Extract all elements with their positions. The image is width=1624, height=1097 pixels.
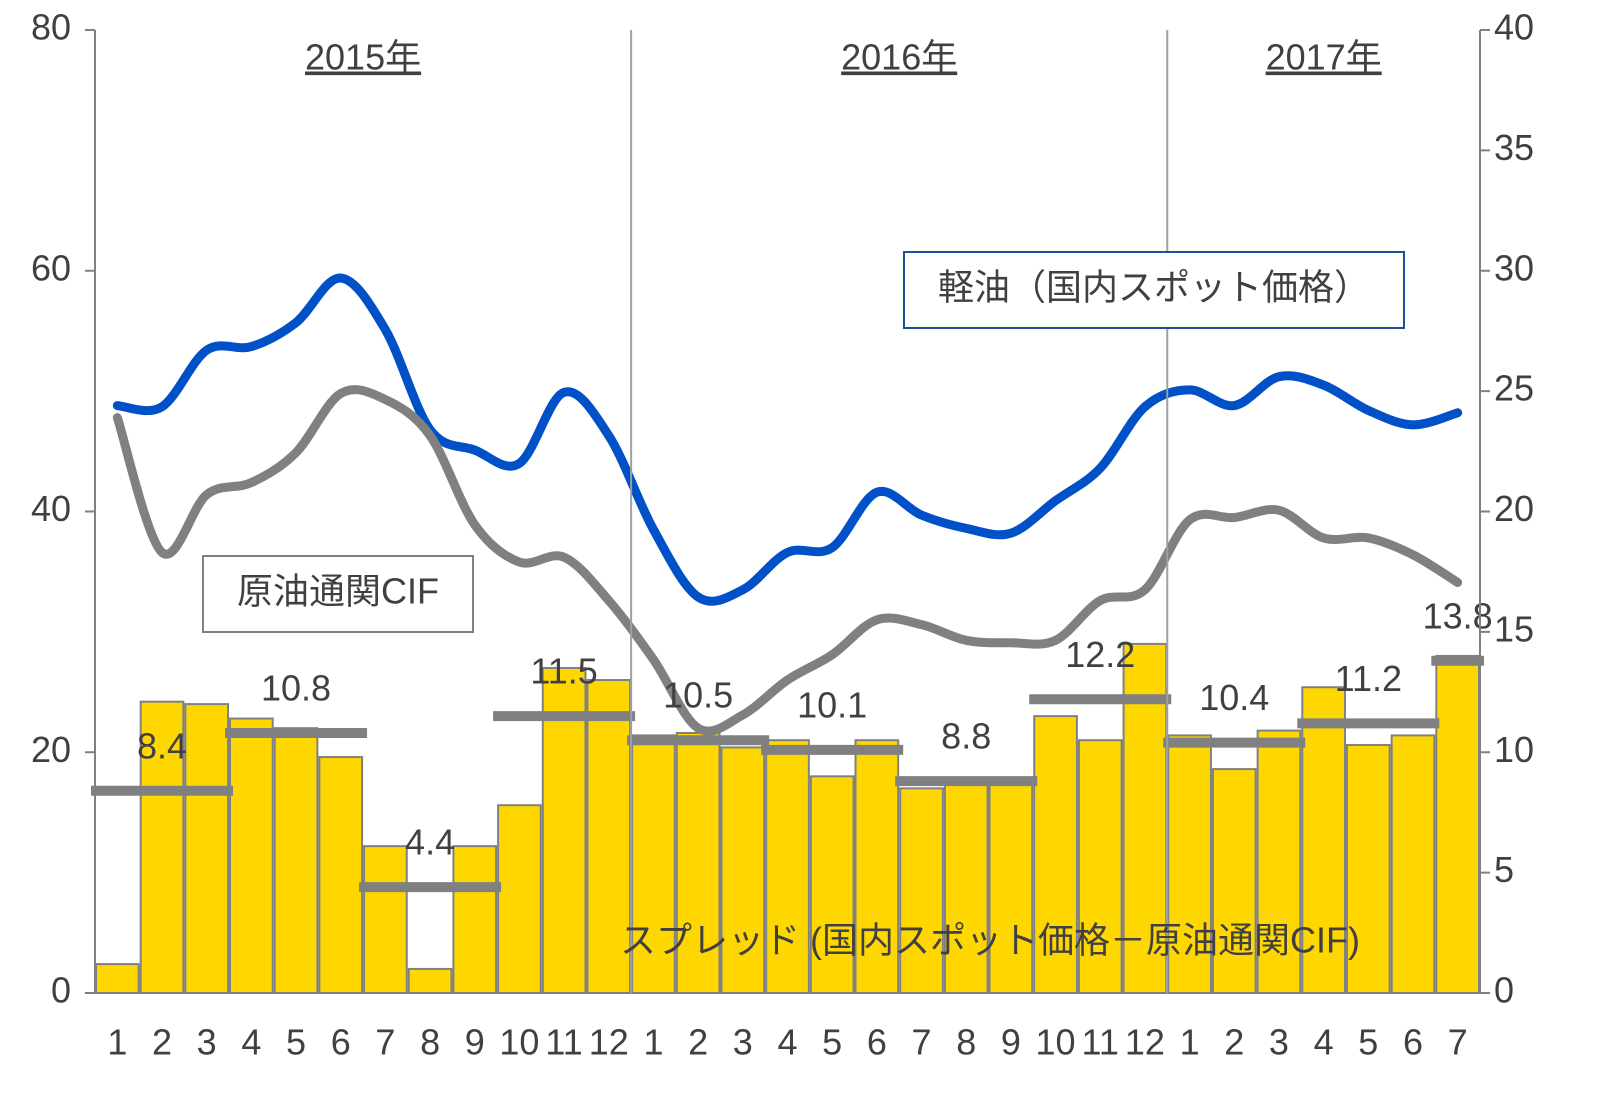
x-tick-label: 5 (1358, 1022, 1378, 1063)
bar (318, 756, 364, 994)
x-tick-label: 3 (733, 1022, 753, 1063)
x-tick-label: 1 (643, 1022, 663, 1063)
quarter-average-label: 8.4 (137, 725, 187, 766)
x-tick-label: 2 (1224, 1022, 1244, 1063)
series-label: 軽油（国内スポット価格） (938, 267, 1370, 308)
x-tick-label: 8 (956, 1022, 976, 1063)
x-tick-label: 5 (822, 1022, 842, 1063)
y-tick-label: 20 (31, 729, 71, 770)
x-tick-label: 12 (1125, 1022, 1165, 1063)
bar (229, 717, 274, 994)
x-tick-label: 6 (331, 1022, 351, 1063)
x-tick-label: 4 (777, 1022, 797, 1063)
y2-tick-label: 40 (1494, 7, 1534, 48)
series-label: スプレッド (国内スポット価格－原油通関CIF) (620, 920, 1360, 961)
x-tick-label: 9 (465, 1022, 485, 1063)
bar (1256, 729, 1302, 995)
x-tick-label: 7 (375, 1022, 395, 1063)
quarter-average-label: 10.8 (261, 668, 331, 709)
bar (1435, 654, 1481, 994)
bar (452, 845, 498, 995)
bar (988, 780, 1034, 995)
bar (363, 845, 408, 995)
y2-tick-label: 15 (1494, 608, 1534, 649)
x-tick-label: 6 (867, 1022, 887, 1063)
x-tick-label: 2 (688, 1022, 708, 1063)
x-tick-label: 7 (1448, 1022, 1468, 1063)
y2-tick-label: 25 (1494, 368, 1534, 409)
bar (943, 780, 989, 995)
y-tick-label: 40 (31, 488, 71, 529)
quarter-average-label: 8.8 (941, 716, 991, 757)
year-label: 2017年 (1266, 37, 1382, 78)
quarter-average-label: 10.4 (1199, 677, 1269, 718)
series-label-box: 軽油（国内スポット価格） (902, 251, 1406, 329)
x-tick-label: 1 (107, 1022, 127, 1063)
x-tick-label: 7 (912, 1022, 932, 1063)
bar (809, 775, 855, 995)
y2-tick-label: 20 (1494, 488, 1534, 529)
quarter-average-label: 4.4 (405, 822, 455, 863)
bar (1345, 744, 1391, 995)
year-label: 2015年 (305, 37, 421, 78)
bars (95, 642, 1481, 995)
bar (407, 967, 453, 994)
series-label-box: 原油通関CIF (202, 555, 474, 633)
bar (1301, 686, 1346, 994)
line (112, 273, 1463, 606)
bar (1390, 734, 1436, 995)
x-tick-label: 6 (1403, 1022, 1423, 1063)
x-tick-label: 8 (420, 1022, 440, 1063)
x-tick-label: 3 (1269, 1022, 1289, 1063)
x-tick-label: 3 (197, 1022, 217, 1063)
y-tick-label: 80 (31, 7, 71, 48)
quarter-average-label: 11.5 (530, 651, 597, 692)
y-tick-label: 0 (51, 970, 71, 1011)
x-tick-label: 9 (1001, 1022, 1021, 1063)
bar (1211, 768, 1257, 994)
quarter-average-label: 11.2 (1335, 658, 1402, 699)
x-tick-label: 10 (499, 1022, 539, 1063)
label-box (902, 251, 1406, 329)
bar (1077, 739, 1123, 995)
x-tick-label: 12 (589, 1022, 629, 1063)
x-tick-label: 11 (545, 1022, 582, 1063)
bar (586, 679, 632, 995)
y2-tick-label: 5 (1494, 849, 1514, 890)
series-label: 原油通関CIF (237, 571, 439, 612)
lines: 8.4 10.8 4.4 11.5 10.5 10.1 8.8 12.2 10.4 11.2 13.… (91, 273, 1493, 893)
x-tick-label: 2 (152, 1022, 172, 1063)
line (112, 385, 1463, 736)
quarter-average-label: 10.1 (797, 684, 867, 725)
y2-tick-label: 0 (1494, 970, 1514, 1011)
quarter-average-label: 12.2 (1065, 634, 1135, 675)
y2-tick-label: 30 (1494, 247, 1534, 288)
x-tick-label: 10 (1036, 1022, 1076, 1063)
bar (854, 739, 900, 995)
y2-tick-label: 10 (1494, 729, 1534, 770)
bar (95, 963, 140, 994)
label-box (202, 555, 474, 633)
bar (497, 804, 542, 995)
bar (1033, 715, 1078, 994)
bar (541, 666, 587, 994)
bar (765, 739, 810, 995)
x-tick-label: 5 (286, 1022, 306, 1063)
x-tick-label: 4 (241, 1022, 261, 1063)
year-label: 2016年 (841, 37, 957, 78)
bar (899, 787, 944, 994)
bar (139, 700, 185, 994)
quarter-average-label: 10.5 (663, 675, 733, 716)
x-tick-label: 11 (1082, 1022, 1119, 1063)
x-tick-label: 4 (1314, 1022, 1334, 1063)
quarter-average-label: 13.8 (1423, 595, 1493, 636)
x-tick-label: 1 (1180, 1022, 1200, 1063)
y2-tick-label: 35 (1494, 127, 1534, 168)
bar (184, 703, 230, 994)
bar (273, 727, 319, 994)
y-tick-label: 60 (31, 247, 71, 288)
